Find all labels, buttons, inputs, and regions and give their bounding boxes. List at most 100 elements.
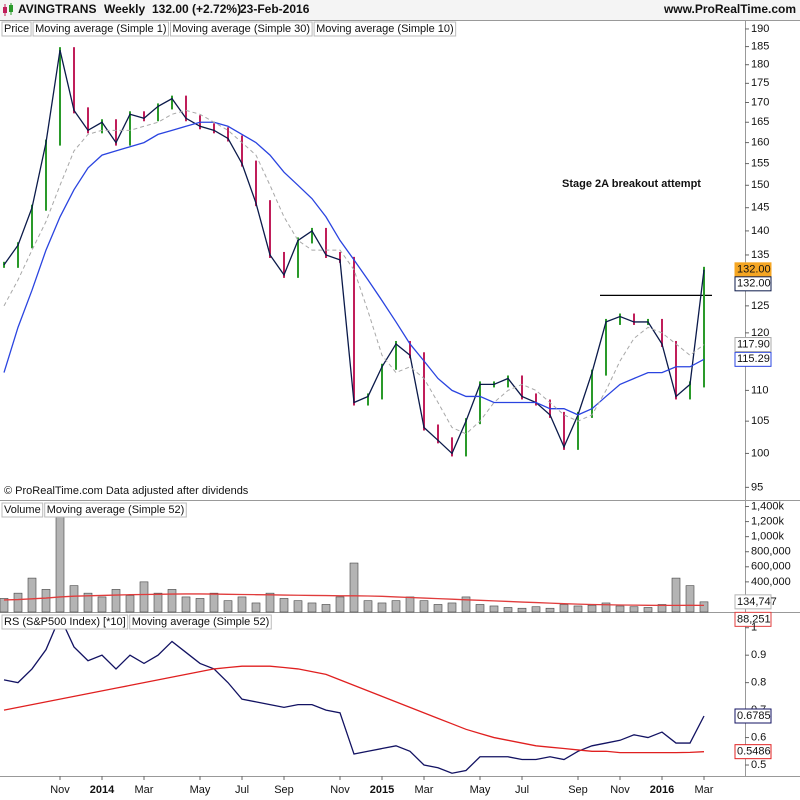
volume-bar [573,605,583,613]
legend-entry: Moving average (Simple 52) [47,504,185,516]
volume-bar [685,585,695,613]
last-value-label: 0.5486 [737,746,771,758]
volume-bar [321,604,331,613]
legend-entry: Moving average (Simple 30) [173,23,311,35]
legend-box [313,21,457,37]
y-tick-label: 1,000k [751,531,785,543]
y-tick-label: 185 [751,40,769,52]
y-tick-label: 175 [751,77,769,89]
x-tick-label: Jul [235,784,249,796]
y-tick-label: 0.6 [751,731,766,743]
y-tick-label: 105 [751,415,769,427]
series-line [3,109,705,435]
y-tick-label: 155 [751,158,769,170]
volume-bar [545,607,555,613]
volume-bar [671,577,681,613]
volume-bar [503,607,513,613]
volume-bar [629,606,639,613]
y-tick-label: 100 [751,447,769,459]
symbol: AVINGTRANS [18,2,96,16]
volume-bar [0,598,9,613]
legend-entry: RS (S&P500 Index) [*10] [4,616,126,628]
x-tick-label: Nov [50,784,70,796]
volume-bar [111,589,121,613]
y-tick-label: 125 [751,300,769,312]
last-value-label: 115.29 [737,353,770,365]
y-tick-label: 400,000 [751,576,791,588]
period: Weekly [104,2,145,16]
x-tick-label: 2014 [90,784,115,796]
x-tick-label: Sep [274,784,294,796]
last-value-box [734,611,772,627]
y-tick-label: 1,200k [751,515,785,527]
y-tick-label: 0.8 [751,677,766,689]
legend-box [32,21,170,37]
y-tick-label: 110 [751,384,769,396]
last-value-label: 134,747 [737,596,777,608]
y-tick-label: 1 [751,622,757,634]
legend-box [1,502,44,518]
legend-box [170,21,313,37]
legend-entry: Moving average (Simple 52) [132,616,270,628]
series-line [3,593,705,607]
last-value-label: 88,251 [737,613,771,625]
last-value-label: 132.00 [737,278,771,290]
legend-entry: Price [4,23,29,35]
y-tick-label: 120 [751,327,769,339]
y-tick-label: 0.5 [751,759,766,771]
y-tick-label: 1,400k [751,500,785,512]
volume-bar [13,592,23,613]
last-value-label: 132.00 [737,264,771,276]
x-tick-label: 2016 [650,784,674,796]
last-value-label: 117.90 [737,338,770,350]
last-value-box [734,337,772,353]
volume-bar [335,596,345,613]
volume-bar [531,606,541,613]
x-tick-label: Nov [610,784,630,796]
date: 23-Feb-2016 [240,2,310,16]
volume-bar [167,589,177,613]
series-line [3,50,705,455]
x-tick-label: Mar [415,784,434,796]
volume-bar [517,607,527,613]
logo-icon [3,3,13,16]
header-bar [0,0,800,20]
y-tick-label: 150 [751,179,769,191]
last-value-box [734,351,772,367]
legend-box [1,614,129,630]
volume-bar [279,598,289,613]
volume-bar [125,595,135,613]
series-line [3,615,705,774]
volume-bar [391,600,401,613]
volume-bar [377,602,387,613]
footer-note: © ProRealTime.com Data adjusted after di… [4,485,249,497]
legend-entry: Moving average (Simple 10) [316,23,454,35]
legend-box [129,614,272,630]
y-tick-label: 135 [751,249,769,261]
volume-bar [69,585,79,613]
volume-bar [363,600,373,613]
volume-bar [489,605,499,613]
y-tick-label: 180 [751,59,769,71]
x-tick-label: Jul [515,784,529,796]
y-tick-label: 170 [751,96,769,108]
last-price: 132.00 (+2.72%) [152,2,241,16]
site: www.ProRealTime.com [663,2,796,16]
series-line [3,121,705,416]
volume-bar [307,602,317,613]
x-tick-label: May [190,784,211,796]
volume-bar [349,562,359,613]
last-value-box [734,594,772,610]
volume-bar [293,600,303,613]
last-value-box [734,744,772,760]
volume-bar [699,601,709,613]
volume-bar [209,592,219,613]
last-value-label: 0.6785 [737,710,771,722]
volume-bar [447,602,457,613]
volume-bar [601,602,611,613]
volume-bar [41,589,51,613]
last-value-box [734,708,772,724]
volume-bar [559,604,569,613]
